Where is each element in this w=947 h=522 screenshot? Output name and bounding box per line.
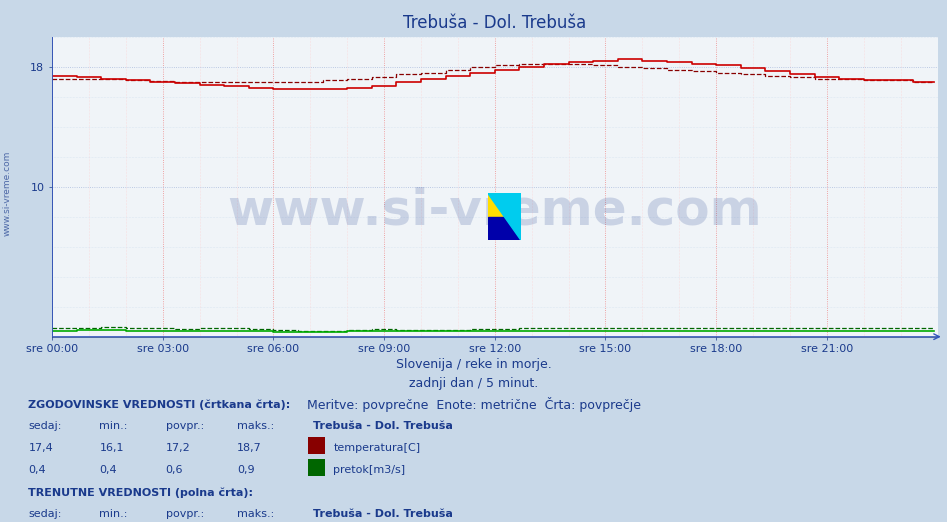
Text: sedaj:: sedaj: [28,509,62,519]
Text: povpr.:: povpr.: [166,421,204,431]
Text: min.:: min.: [99,509,128,519]
Title: Trebuša - Dol. Trebuša: Trebuša - Dol. Trebuša [403,14,586,32]
Text: min.:: min.: [99,421,128,431]
Bar [488,193,505,217]
Text: pretok[m3/s]: pretok[m3/s] [333,465,405,475]
Text: 18,7: 18,7 [237,443,261,453]
Text: maks.:: maks.: [237,421,274,431]
Text: Meritve: povprečne  Enote: metrične  Črta: povprečje: Meritve: povprečne Enote: metrične Črta:… [307,397,640,412]
Text: 0,4: 0,4 [28,465,46,475]
Text: sedaj:: sedaj: [28,421,62,431]
Text: Trebuša - Dol. Trebuša: Trebuša - Dol. Trebuša [313,509,453,519]
Text: zadnji dan / 5 minut.: zadnji dan / 5 minut. [409,377,538,390]
Text: 17,2: 17,2 [166,443,190,453]
Text: 0,4: 0,4 [99,465,117,475]
Bar [488,217,521,240]
Polygon shape [488,193,521,240]
Bar [505,193,521,217]
Text: 17,4: 17,4 [28,443,53,453]
Text: Trebuša - Dol. Trebuša: Trebuša - Dol. Trebuša [313,421,453,431]
Text: 0,6: 0,6 [166,465,183,475]
Text: 0,9: 0,9 [237,465,255,475]
Text: Slovenija / reke in morje.: Slovenija / reke in morje. [396,358,551,371]
Text: TRENUTNE VREDNOSTI (polna črta):: TRENUTNE VREDNOSTI (polna črta): [28,487,254,497]
Text: maks.:: maks.: [237,509,274,519]
Text: 16,1: 16,1 [99,443,124,453]
Text: www.si-vreme.com: www.si-vreme.com [227,187,762,234]
Text: www.si-vreme.com: www.si-vreme.com [3,150,12,236]
Text: temperatura[C]: temperatura[C] [333,443,420,453]
Text: povpr.:: povpr.: [166,509,204,519]
Text: ZGODOVINSKE VREDNOSTI (črtkana črta):: ZGODOVINSKE VREDNOSTI (črtkana črta): [28,399,291,410]
